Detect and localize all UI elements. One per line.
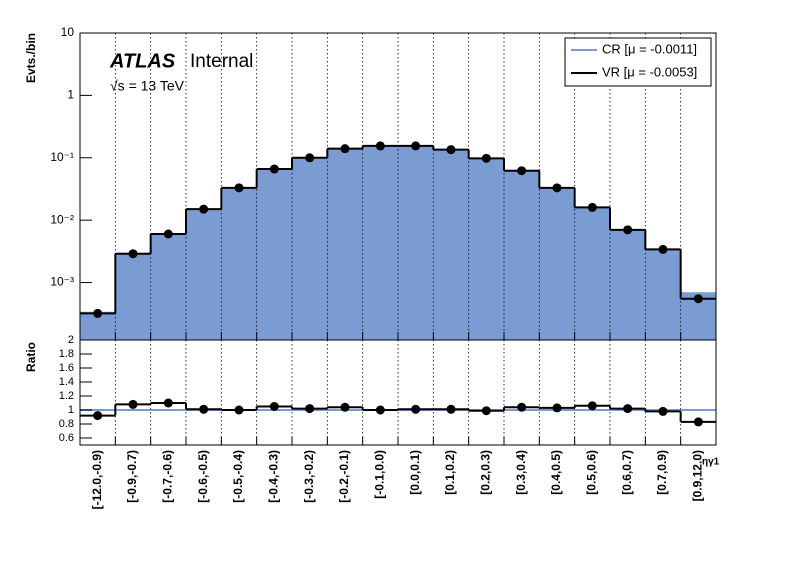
bar [186, 209, 222, 340]
bar [256, 169, 293, 340]
y-tick-label: 10 [61, 25, 75, 39]
marker [340, 402, 350, 412]
marker [199, 204, 209, 214]
x-tick-label: [-0.6,-0.5) [196, 450, 210, 503]
marker [128, 399, 138, 409]
marker [552, 183, 562, 193]
marker [163, 229, 173, 239]
x-axis-title: ηγ1 [702, 457, 720, 468]
x-tick-label: [-0.1,0.0) [373, 450, 387, 499]
marker [693, 294, 703, 304]
marker [587, 202, 597, 212]
marker [93, 308, 103, 318]
y-tick-label: 10⁻² [50, 212, 74, 226]
x-tick-label: [-0.5,-0.4) [231, 450, 245, 503]
marker [446, 404, 456, 414]
marker [411, 141, 421, 151]
legend-label: CR [μ = -0.0011] [602, 41, 697, 56]
marker [305, 153, 315, 163]
x-tick-label: [0.5,0.6) [585, 450, 599, 495]
marker [658, 244, 668, 254]
x-tick-label: [-0.2,-0.1) [337, 450, 351, 503]
bar [539, 187, 576, 340]
y-tick-label: 1 [68, 404, 74, 416]
x-tick-label: [0.3,0.4) [514, 450, 528, 495]
y-tick-label: 0.8 [59, 418, 74, 430]
x-tick-label: [-0.3,-0.2) [302, 450, 316, 503]
marker [234, 183, 244, 193]
bar [327, 148, 364, 340]
marker [623, 225, 633, 235]
marker [517, 402, 527, 412]
legend: CR [μ = -0.0011] VR [μ = -0.0053] [564, 37, 712, 87]
y-tick-label: 1.6 [59, 362, 74, 374]
bar [504, 169, 540, 340]
y-tick-label: 0.6 [59, 432, 74, 444]
marker [587, 401, 597, 411]
marker [552, 403, 562, 413]
marker [375, 141, 385, 151]
y-tick-label: 10⁻³ [50, 275, 74, 289]
marker [305, 404, 315, 414]
marker [128, 249, 138, 259]
energy-label: √s = 13 TeV [110, 78, 185, 94]
bar [574, 207, 611, 340]
ratio-axis-title: Ratio [24, 342, 38, 372]
x-tick-label: [0.1,0.2) [443, 450, 457, 495]
y-tick-label: 1.8 [59, 348, 74, 360]
marker [375, 405, 385, 415]
bar [645, 248, 682, 340]
frame [79, 339, 717, 446]
y-axis-title: Evts./bin [24, 33, 38, 83]
bar [362, 145, 399, 340]
bar [292, 157, 328, 340]
marker [481, 406, 491, 416]
y-tick-label: 10⁻¹ [50, 150, 74, 164]
x-tick-label: [0.6,0.7) [620, 450, 634, 495]
bar [433, 149, 470, 340]
marker [623, 404, 633, 414]
atlas-label: ATLAS [109, 50, 176, 72]
marker [269, 164, 279, 174]
bar [115, 252, 152, 340]
marker [93, 411, 103, 421]
marker [163, 398, 173, 408]
marker [658, 406, 668, 416]
bar [468, 157, 505, 340]
marker [340, 144, 350, 154]
x-tick-label: [0.9,12.0) [691, 450, 705, 501]
x-tick-label: [-0.4,-0.3) [267, 450, 281, 503]
x-tick-label: [-0.9,-0.7) [125, 450, 139, 503]
marker [517, 166, 527, 176]
x-tick-label: [0.7,0.9) [655, 450, 669, 495]
marker [269, 402, 279, 411]
legend-label: VR [μ = -0.0053] [602, 64, 697, 79]
bar [150, 233, 187, 340]
marker [199, 404, 209, 414]
marker [446, 145, 456, 155]
x-tick-label: [0.0,0.1) [408, 450, 422, 495]
x-tick-label: [0.4,0.5) [549, 450, 563, 495]
x-tick-label: [-12.0,-0.9) [90, 450, 104, 509]
marker [693, 417, 703, 427]
y-tick-label: 1.4 [59, 376, 74, 388]
y-tick-label: 2 [68, 334, 74, 346]
y-tick-label: 1 [67, 88, 74, 102]
marker [411, 404, 421, 414]
x-tick-label: [0.2,0.3) [479, 450, 493, 495]
bar [610, 229, 646, 340]
marker [234, 405, 244, 415]
y-tick-label: 1.2 [59, 390, 74, 402]
marker [481, 153, 491, 163]
x-tick-label: [-0.7,-0.6) [161, 450, 175, 503]
bar [221, 187, 258, 340]
bar [398, 145, 434, 340]
legend-box [564, 37, 712, 87]
